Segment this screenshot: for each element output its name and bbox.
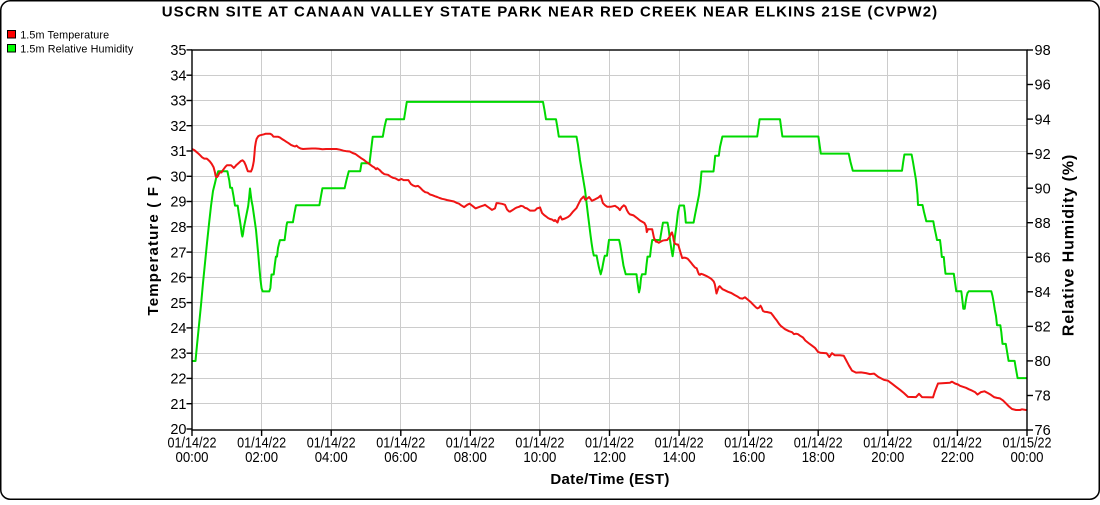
svg-text:94: 94: [1035, 112, 1051, 128]
svg-text:26: 26: [170, 271, 186, 287]
svg-text:04:00: 04:00: [315, 450, 348, 466]
svg-text:23: 23: [170, 346, 186, 362]
svg-text:00:00: 00:00: [176, 450, 209, 466]
svg-text:01/14/22: 01/14/22: [724, 436, 773, 452]
svg-text:Relative Humidity (%): Relative Humidity (%): [1061, 154, 1078, 337]
svg-text:01/14/22: 01/14/22: [794, 436, 843, 452]
svg-text:1.5m Temperature: 1.5m Temperature: [20, 29, 109, 41]
svg-text:20: 20: [170, 422, 186, 438]
svg-text:01/14/22: 01/14/22: [515, 436, 564, 452]
svg-text:16:00: 16:00: [732, 450, 765, 466]
svg-text:90: 90: [1035, 181, 1051, 197]
svg-text:28: 28: [170, 220, 186, 236]
svg-text:01/14/22: 01/14/22: [168, 436, 217, 452]
svg-text:88: 88: [1035, 216, 1051, 232]
svg-text:01/14/22: 01/14/22: [446, 436, 495, 452]
svg-text:84: 84: [1035, 285, 1051, 301]
svg-text:96: 96: [1035, 78, 1051, 94]
svg-text:30: 30: [170, 170, 186, 186]
svg-text:34: 34: [170, 68, 186, 84]
svg-text:01/15/22: 01/15/22: [1003, 436, 1052, 452]
svg-text:01/14/22: 01/14/22: [237, 436, 286, 452]
svg-text:33: 33: [170, 94, 186, 110]
svg-text:12:00: 12:00: [593, 450, 626, 466]
svg-text:78: 78: [1035, 389, 1051, 405]
svg-text:Temperature ( F ): Temperature ( F ): [145, 175, 162, 316]
svg-text:18:00: 18:00: [802, 450, 835, 466]
svg-text:82: 82: [1035, 320, 1051, 336]
svg-text:01/14/22: 01/14/22: [376, 436, 425, 452]
svg-text:22: 22: [170, 372, 186, 388]
svg-text:06:00: 06:00: [384, 450, 417, 466]
svg-text:01/14/22: 01/14/22: [655, 436, 704, 452]
svg-text:10:00: 10:00: [523, 450, 556, 466]
svg-text:14:00: 14:00: [663, 450, 696, 466]
svg-text:01/14/22: 01/14/22: [585, 436, 634, 452]
svg-text:32: 32: [170, 119, 186, 135]
svg-text:92: 92: [1035, 147, 1051, 163]
svg-text:08:00: 08:00: [454, 450, 487, 466]
svg-text:01/14/22: 01/14/22: [863, 436, 912, 452]
svg-text:22:00: 22:00: [941, 450, 974, 466]
svg-text:00:00: 00:00: [1011, 450, 1044, 466]
svg-text:21: 21: [170, 397, 186, 413]
svg-text:25: 25: [170, 296, 186, 312]
svg-text:76: 76: [1035, 423, 1051, 439]
svg-text:31: 31: [170, 144, 186, 160]
svg-text:USCRN SITE AT CANAAN VALLEY ST: USCRN SITE AT CANAAN VALLEY STATE PARK N…: [162, 3, 938, 20]
svg-text:Date/Time (EST): Date/Time (EST): [550, 471, 669, 488]
svg-text:35: 35: [170, 43, 186, 59]
svg-text:01/14/22: 01/14/22: [307, 436, 356, 452]
svg-text:98: 98: [1035, 43, 1051, 59]
svg-text:01/14/22: 01/14/22: [933, 436, 982, 452]
svg-text:86: 86: [1035, 251, 1051, 267]
svg-text:02:00: 02:00: [245, 450, 278, 466]
svg-text:80: 80: [1035, 354, 1051, 370]
svg-text:20:00: 20:00: [871, 450, 904, 466]
svg-text:1.5m Relative Humidity: 1.5m Relative Humidity: [20, 43, 134, 55]
svg-text:27: 27: [170, 245, 186, 261]
svg-text:24: 24: [170, 321, 186, 337]
svg-text:29: 29: [170, 195, 186, 211]
